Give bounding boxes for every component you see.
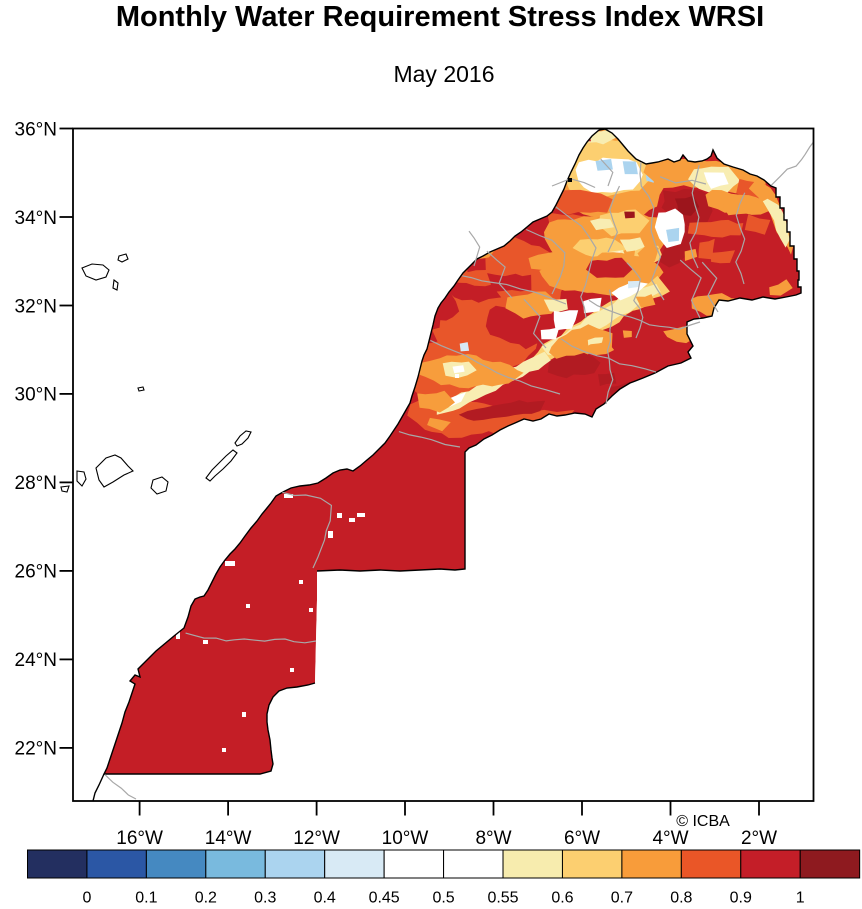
svg-text:2°W: 2°W — [741, 828, 777, 849]
svg-text:0.45: 0.45 — [369, 890, 400, 907]
svg-text:34°N: 34°N — [15, 208, 57, 229]
svg-text:1: 1 — [796, 890, 805, 907]
svg-text:22°N: 22°N — [15, 739, 57, 760]
svg-text:0: 0 — [82, 890, 91, 907]
svg-text:14°W: 14°W — [205, 828, 252, 849]
svg-text:0.3: 0.3 — [254, 890, 276, 907]
svg-text:4°W: 4°W — [652, 828, 688, 849]
svg-text:32°N: 32°N — [15, 296, 57, 317]
svg-text:0.7: 0.7 — [611, 890, 633, 907]
svg-text:36°N: 36°N — [15, 119, 57, 140]
svg-text:8°W: 8°W — [475, 828, 511, 849]
svg-text:May 2016: May 2016 — [393, 61, 494, 87]
svg-text:0.5: 0.5 — [432, 890, 454, 907]
svg-text:0.2: 0.2 — [195, 890, 217, 907]
svg-text:12°W: 12°W — [293, 828, 340, 849]
svg-text:© ICBA: © ICBA — [676, 813, 730, 830]
svg-text:6°W: 6°W — [564, 828, 600, 849]
svg-text:24°N: 24°N — [15, 650, 57, 671]
svg-text:0.6: 0.6 — [551, 890, 573, 907]
svg-text:30°N: 30°N — [15, 385, 57, 406]
svg-text:28°N: 28°N — [15, 473, 57, 494]
svg-text:0.8: 0.8 — [670, 890, 692, 907]
svg-text:10°W: 10°W — [382, 828, 429, 849]
svg-text:0.55: 0.55 — [487, 890, 518, 907]
svg-text:Monthly Water Requirement Stre: Monthly Water Requirement Stress Index W… — [116, 1, 764, 33]
svg-text:16°W: 16°W — [116, 828, 163, 849]
svg-text:0.4: 0.4 — [314, 890, 336, 907]
svg-text:0.9: 0.9 — [730, 890, 752, 907]
svg-text:0.1: 0.1 — [135, 890, 157, 907]
svg-text:26°N: 26°N — [15, 562, 57, 583]
